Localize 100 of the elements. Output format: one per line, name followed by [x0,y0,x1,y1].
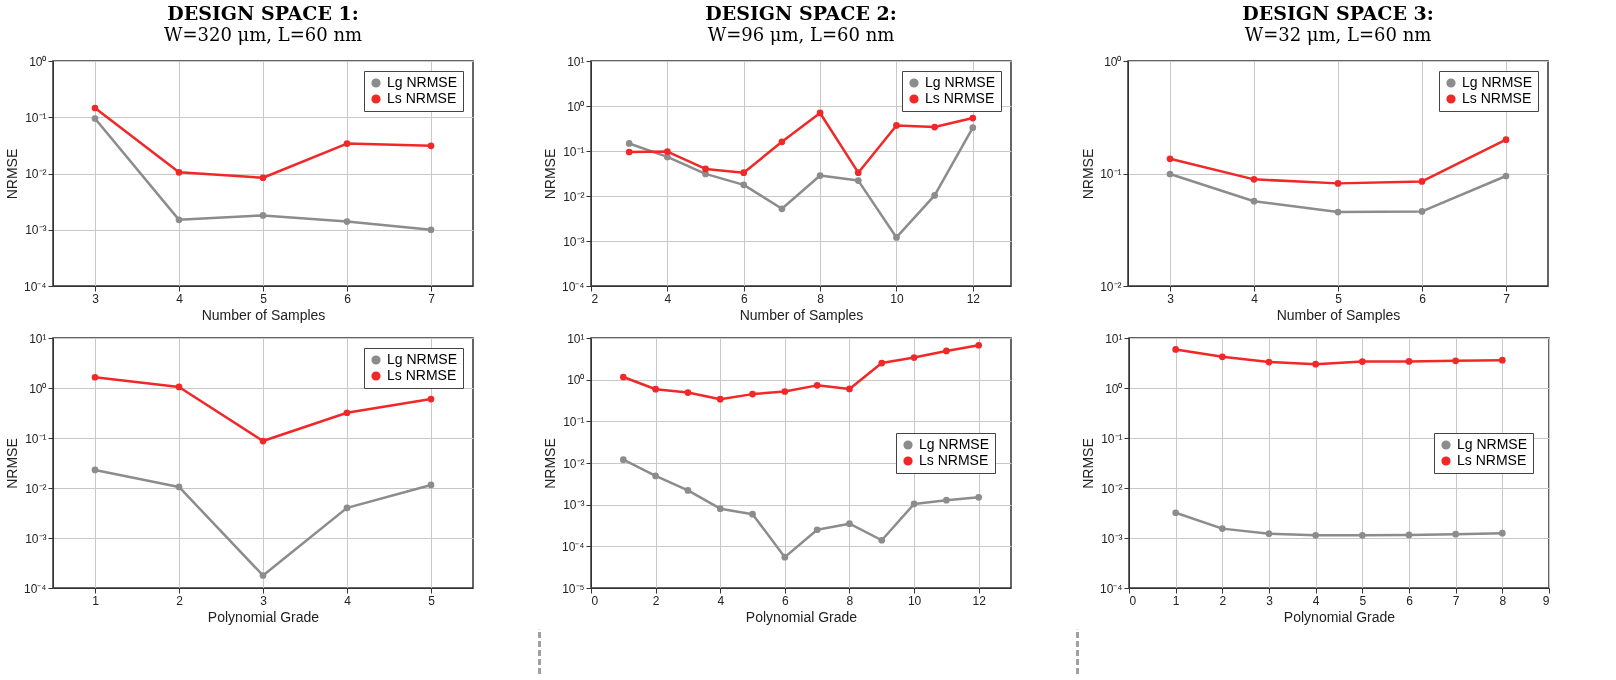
y-tick-label: 10⁻² [1101,481,1123,496]
point [625,140,633,147]
point [664,148,671,155]
point [91,115,99,122]
point [975,493,983,501]
x-tick-label: 1 [92,593,100,608]
y-tick-label: 10¹ [1105,331,1123,346]
x-tick-label: 4 [1312,593,1320,608]
x-axis-title: Polynomial Grade [745,608,858,625]
y-tick-label: 10⁰ [567,373,585,388]
x-tick-label: 9 [1542,593,1550,608]
point [1250,176,1258,183]
y-tick-label: 10⁻⁴ [1099,581,1123,596]
point [749,390,756,398]
y-tick-label: 10⁻¹ [25,431,47,446]
y-tick-label: 10⁰ [567,99,585,114]
point [259,212,267,219]
point [931,192,938,199]
point [625,148,633,156]
x-axis-title: Polynomial Grade [1283,608,1396,625]
point [740,169,748,177]
point [893,122,900,129]
point [619,456,627,464]
point [893,234,900,241]
point [1498,529,1506,537]
x-tick-label: 12 [966,291,981,306]
point [1250,197,1258,205]
x-tick-label: 5 [1335,291,1343,306]
point [1265,358,1273,366]
x-tick-label: 8 [1499,593,1507,608]
y-axis-title: NRMSE [4,148,20,200]
point [1166,155,1174,163]
y-tick-label: 10⁻⁴ [23,581,47,596]
point [427,395,435,403]
point [1452,357,1460,365]
point [781,553,789,561]
chart-title: DESIGN SPACE 1: [167,2,359,24]
x-tick-label: 8 [817,291,825,306]
y-tick-label: 10⁰ [29,54,47,69]
x-tick-label: 3 [1167,291,1175,306]
point [1312,532,1320,539]
x-tick-label: 10 [890,291,904,306]
y-tick-label: 10⁻³ [1101,531,1123,546]
point [1172,346,1180,353]
legend-label: Ls NRMSE [387,90,457,106]
y-tick-label: 10⁻³ [25,223,47,238]
x-axis-title: Polynomial Grade [207,608,320,625]
legend-label: Ls NRMSE [919,452,989,468]
point [854,177,862,184]
legend-label: Lg NRMSE [925,74,996,90]
x-axis-title: Number of Samples [201,306,326,323]
legend-label: Ls NRMSE [1462,90,1532,106]
point [175,216,183,224]
point [816,172,824,179]
point [969,114,977,122]
y-tick-label: 10¹ [29,331,47,346]
x-tick-label: 1 [1172,593,1180,608]
x-tick-label: 7 [1503,291,1511,306]
point [91,373,99,381]
point [175,168,183,176]
legend-label: Lg NRMSE [919,436,990,452]
x-tick-label: 7 [428,291,436,306]
x-tick-label: 3 [260,593,268,608]
x-tick-label: 4 [344,593,352,608]
y-axis-title: NRMSE [542,148,558,200]
x-tick-label: 10 [907,593,922,608]
x-tick-label: 5 [260,291,268,306]
point [259,572,267,579]
point [778,138,786,146]
y-tick-label: 10⁻⁴ [561,539,585,554]
chart-title: DESIGN SPACE 2: [705,2,897,24]
point [910,354,918,361]
point [1405,531,1413,539]
x-tick-label: 6 [1406,593,1414,608]
point [1166,170,1174,178]
point [781,388,789,395]
point [684,389,692,396]
point [343,218,351,225]
y-tick-label: 10⁻⁴ [23,279,47,294]
x-tick-label: 4 [664,291,672,306]
point [778,205,786,213]
x-tick-label: 4 [1251,291,1259,306]
x-tick-label: 6 [740,291,748,306]
x-axis-title: Number of Samples [739,306,864,323]
y-tick-label: 10⁻³ [25,531,47,546]
point [931,123,938,131]
y-axis-title: NRMSE [1080,438,1096,489]
point [878,359,886,367]
point [1334,180,1342,187]
point [854,169,862,177]
x-tick-label: 2 [591,291,599,306]
point [1334,208,1342,216]
point [1358,532,1366,539]
point [1218,353,1226,361]
point [1312,360,1320,368]
chart-subtitle: W=96 μm, L=60 nm [707,24,895,45]
legend-label: Ls NRMSE [1457,452,1527,468]
y-tick-label: 10⁻³ [563,234,585,249]
y-tick-label: 10⁰ [1105,381,1123,396]
point [259,174,267,182]
